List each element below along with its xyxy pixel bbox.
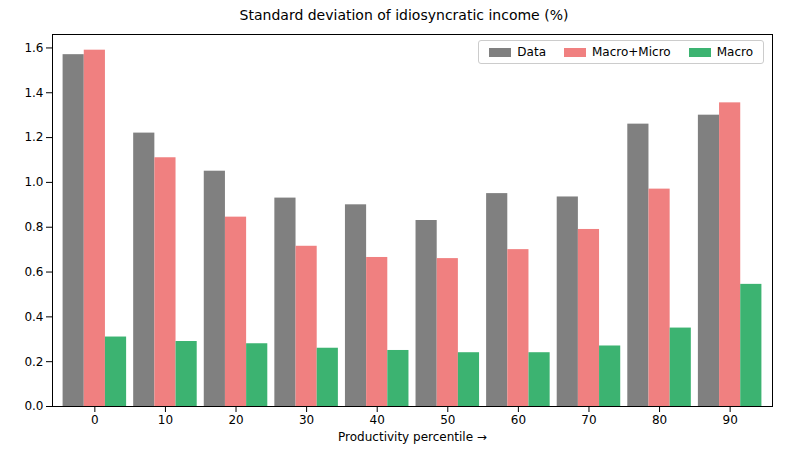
svg-text:10: 10 bbox=[158, 413, 173, 427]
svg-text:1.2: 1.2 bbox=[24, 130, 43, 144]
svg-text:0.8: 0.8 bbox=[24, 220, 43, 234]
svg-text:0.0: 0.0 bbox=[24, 399, 43, 413]
svg-text:60: 60 bbox=[511, 413, 526, 427]
svg-text:0.4: 0.4 bbox=[24, 310, 43, 324]
svg-text:30: 30 bbox=[299, 413, 314, 427]
svg-text:50: 50 bbox=[440, 413, 455, 427]
svg-text:0.2: 0.2 bbox=[24, 355, 43, 369]
svg-text:1.4: 1.4 bbox=[24, 86, 43, 100]
svg-text:0: 0 bbox=[91, 413, 99, 427]
html-text:Macro: Macro bbox=[716, 45, 753, 59]
svg-text:1.0: 1.0 bbox=[24, 175, 43, 189]
svg-text:20: 20 bbox=[228, 413, 243, 427]
html-text:Standard deviation of idiosync: Standard deviation of idiosyncratic inco… bbox=[239, 7, 569, 23]
svg-text:90: 90 bbox=[723, 413, 738, 427]
svg-text:0.6: 0.6 bbox=[24, 265, 43, 279]
svg-text:70: 70 bbox=[581, 413, 596, 427]
svg-text:1.6: 1.6 bbox=[24, 41, 43, 55]
html-text:Macro+Micro: Macro+Micro bbox=[592, 45, 671, 59]
svg-text:80: 80 bbox=[652, 413, 667, 427]
html-text:Data: Data bbox=[517, 45, 546, 59]
svg-text:Productivity percentile →: Productivity percentile → bbox=[338, 430, 487, 444]
svg-text:40: 40 bbox=[370, 413, 385, 427]
